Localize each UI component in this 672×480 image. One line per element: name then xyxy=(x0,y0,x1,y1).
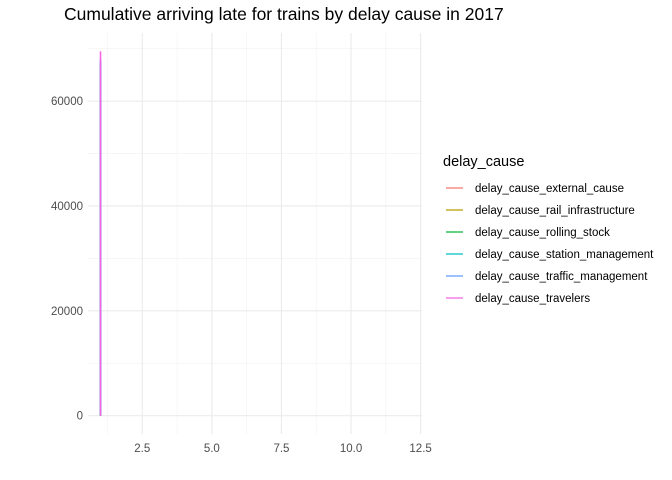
y-tick-label: 60000 xyxy=(51,96,83,108)
chart-title: Cumulative arriving late for trains by d… xyxy=(64,4,504,24)
legend-label: delay_cause_station_management xyxy=(475,249,654,261)
y-axis-ticks: 0 20000 40000 60000 xyxy=(51,96,83,423)
legend-label: delay_cause_traffic_management xyxy=(475,271,648,283)
y-tick-label: 0 xyxy=(77,411,83,423)
y-tick-label: 40000 xyxy=(51,201,83,213)
legend-label: delay_cause_rail_infrastructure xyxy=(475,205,635,217)
x-tick-label: 10.0 xyxy=(340,443,362,455)
x-tick-label: 5.0 xyxy=(204,443,220,455)
legend-label: delay_cause_travelers xyxy=(475,293,590,305)
legend: delay_cause delay_cause_external_causede… xyxy=(443,154,654,305)
x-axis-ticks: 2.5 5.0 7.5 10.0 12.5 xyxy=(134,443,432,455)
grid xyxy=(88,33,422,434)
legend-label: delay_cause_external_cause xyxy=(475,183,624,195)
y-tick-label: 20000 xyxy=(51,306,83,318)
x-tick-label: 12.5 xyxy=(409,443,431,455)
x-tick-label: 2.5 xyxy=(134,443,150,455)
legend-title: delay_cause xyxy=(443,154,524,170)
legend-label: delay_cause_rolling_stock xyxy=(475,227,610,239)
x-tick-label: 7.5 xyxy=(273,443,289,455)
